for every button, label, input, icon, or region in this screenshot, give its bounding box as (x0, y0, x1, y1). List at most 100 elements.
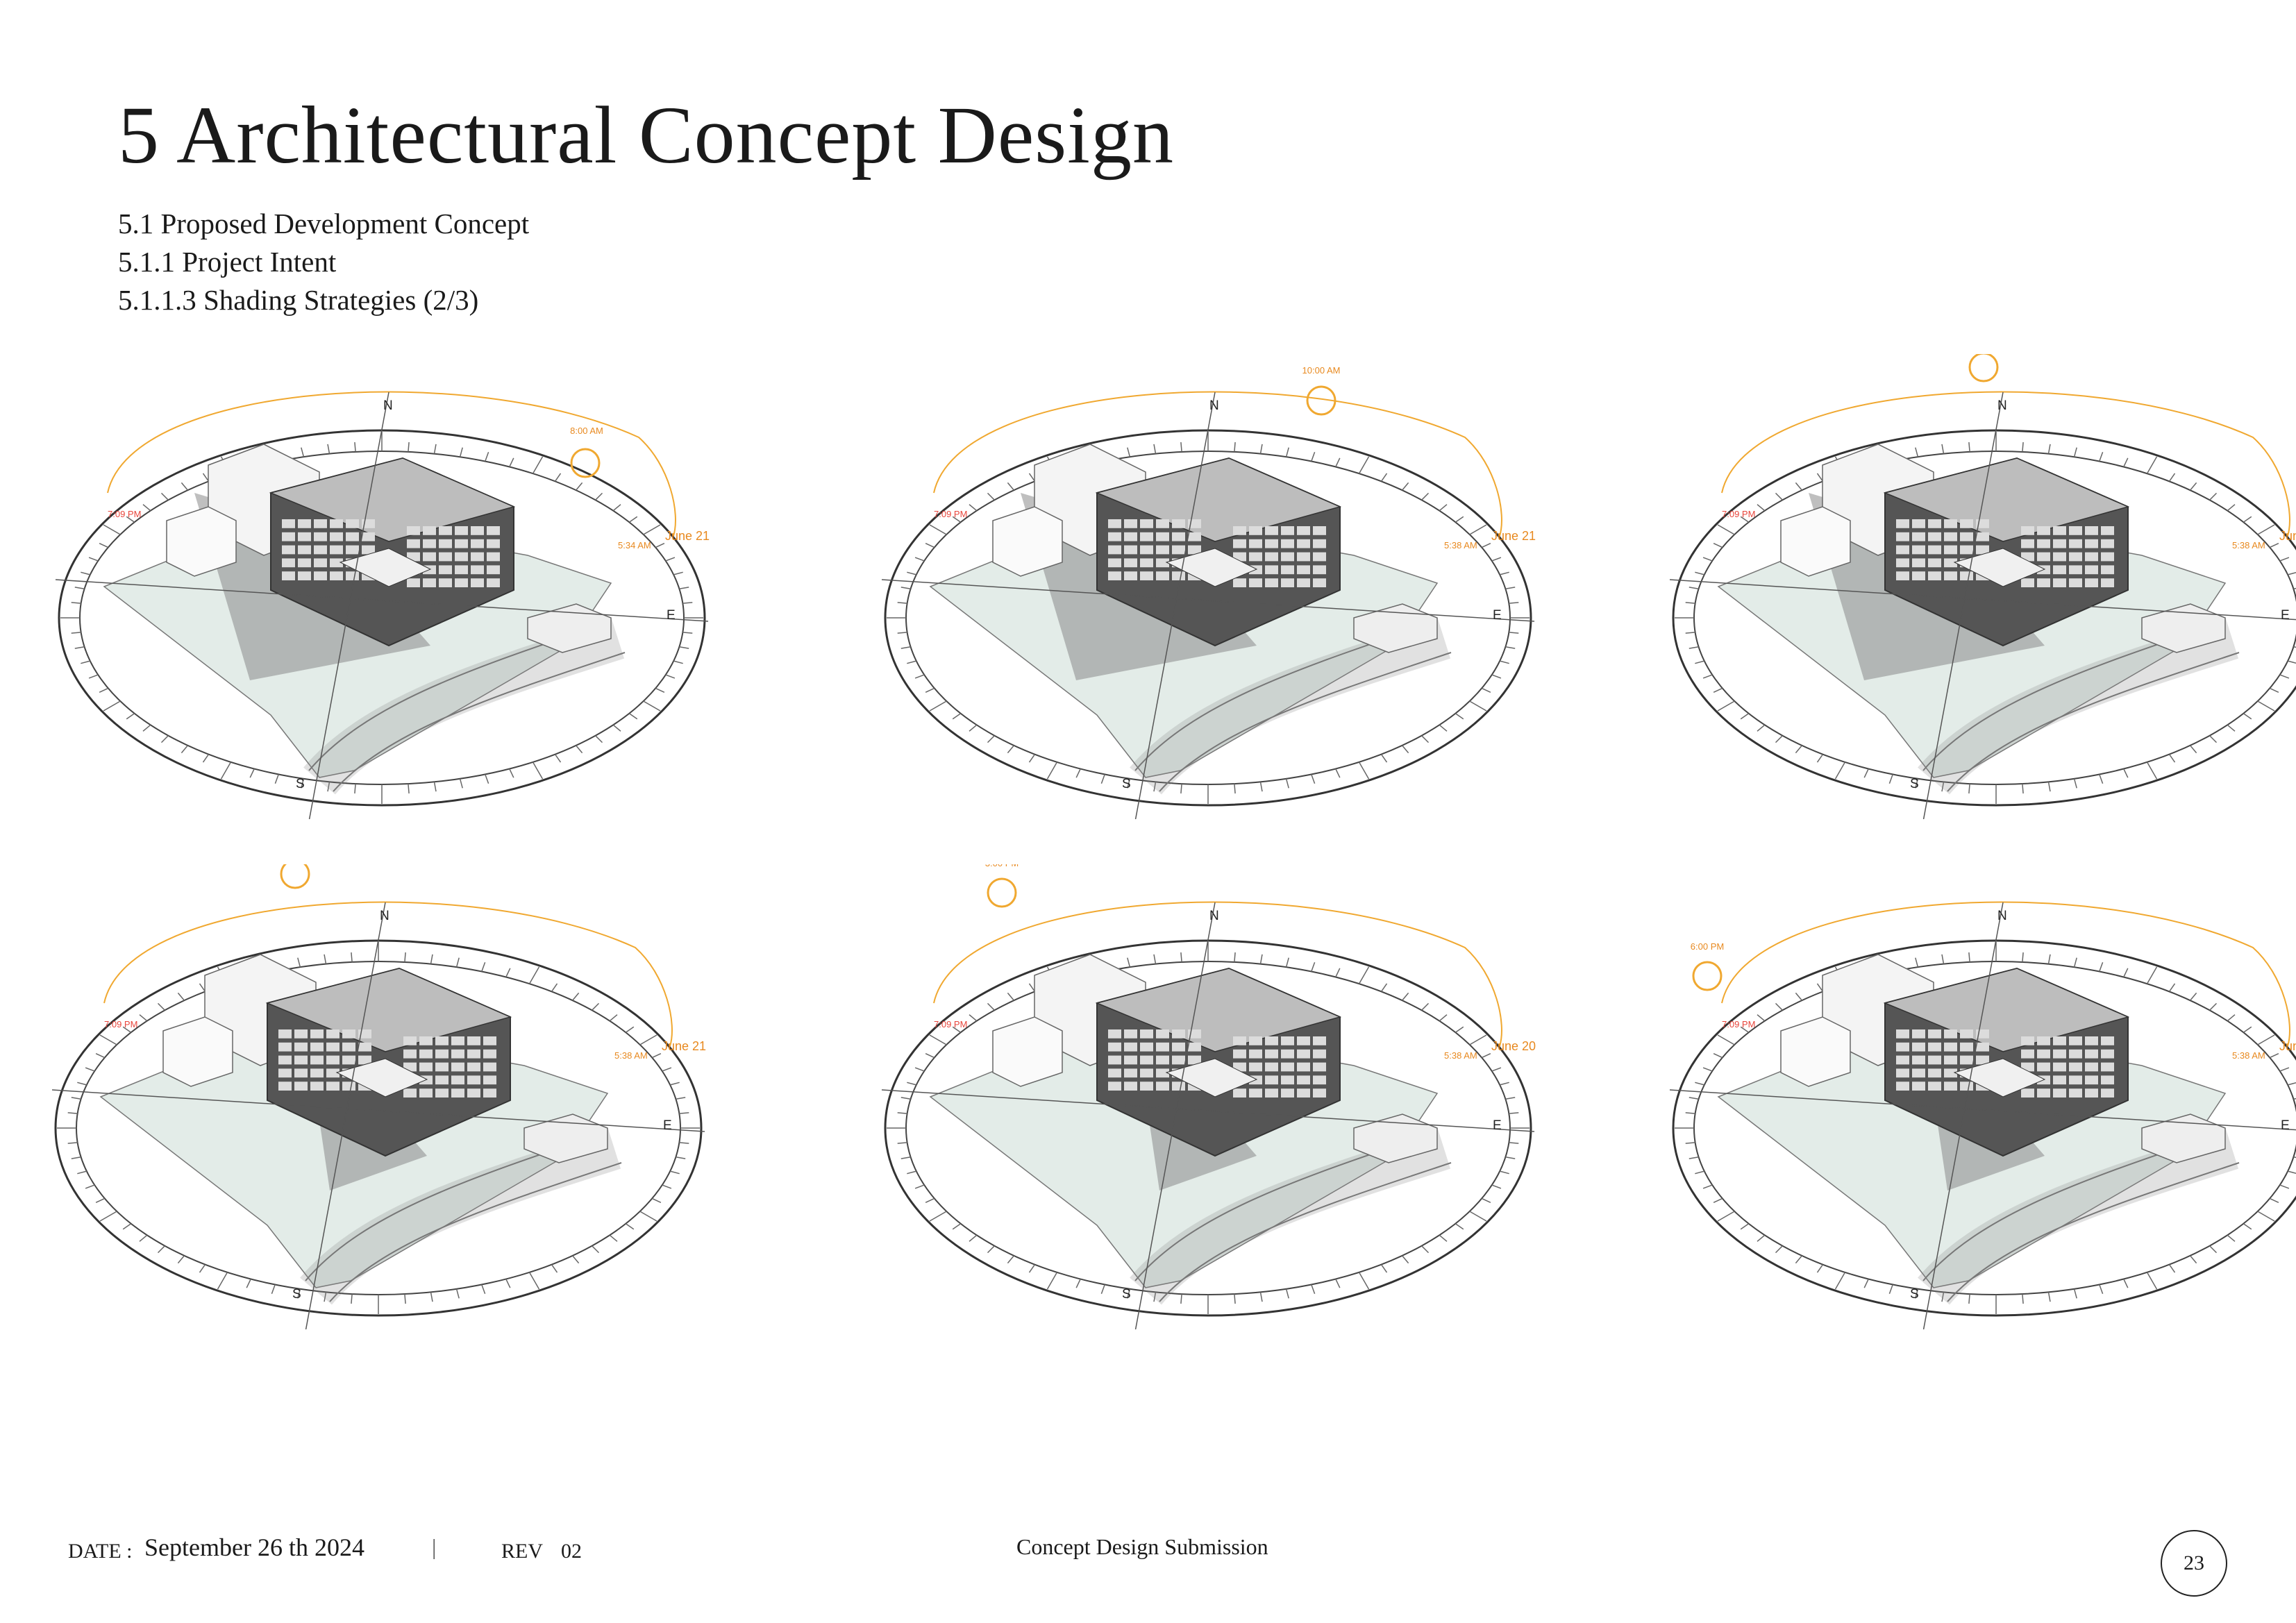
main-building (1095, 457, 1342, 647)
sun-path-arc (1721, 901, 2290, 1047)
road-edge-2 (1947, 652, 2240, 792)
compass-ticks (887, 432, 1530, 804)
section-headings: 5.1 Proposed Development Concept 5.1.1 P… (118, 205, 529, 319)
time-label: 10:00 AM (1302, 365, 1341, 376)
time-label: 6:00 PM (1691, 941, 1724, 952)
north-south-axis (1922, 392, 2004, 819)
sun-icon (570, 448, 601, 478)
north-south-axis (1134, 902, 1216, 1329)
east-label: E (2281, 608, 2290, 623)
sun-icon (1306, 385, 1336, 416)
compass-ticks (57, 942, 700, 1314)
road-band (300, 1129, 621, 1305)
small-building (1353, 1113, 1438, 1163)
date-label: June 21 (2279, 1039, 2296, 1053)
road-edge-2 (333, 652, 626, 792)
east-label: E (667, 608, 676, 623)
page-number-badge: 23 (2161, 1530, 2227, 1597)
subsubsection-heading: 5.1.1.3 Shading Strategies (2/3) (118, 284, 479, 316)
north-label: N (1209, 398, 1219, 413)
north-south-axis (1134, 392, 1216, 819)
sunset-label: 7:09 PM (108, 509, 141, 519)
sun-path-arc (933, 391, 1502, 537)
small-building (2141, 1113, 2226, 1163)
small-building (2141, 603, 2226, 653)
sun-path-arc (107, 391, 676, 537)
small-building (523, 1113, 608, 1163)
south-label: S (296, 777, 305, 791)
north-south-axis (1922, 902, 2004, 1329)
footer-rev-number: 02 (561, 1540, 582, 1563)
sun-icon (987, 877, 1017, 908)
east-west-axis (881, 1089, 1535, 1132)
south-label: S (1910, 1287, 1919, 1302)
section-heading: 5.1 Proposed Development Concept (118, 208, 530, 239)
road-edge-2 (1947, 1162, 2240, 1302)
sunrise-label: 5:38 AM (1444, 1050, 1477, 1061)
date-label: June 20 (1491, 1039, 1536, 1053)
south-label: S (1122, 1287, 1131, 1302)
footer-date-label: DATE : (68, 1540, 133, 1563)
page-number: 23 (2184, 1551, 2204, 1574)
east-label: E (1493, 608, 1502, 623)
east-west-axis (55, 579, 709, 622)
time-label: 8:00 AM (570, 426, 603, 436)
sun-icon (1692, 961, 1723, 991)
sun-path-arc (1721, 391, 2290, 537)
neighbor-building-2 (166, 506, 237, 577)
main-building (1883, 967, 2130, 1157)
north-label: N (1997, 909, 2007, 923)
neighbor-building-2 (992, 1016, 1063, 1087)
road-edge-2 (329, 1162, 622, 1302)
sunrise-label: 5:38 AM (1444, 540, 1477, 550)
sun-icon (1968, 354, 1999, 382)
date-label: June 21 (1491, 529, 1536, 543)
sunrise-label: 5:38 AM (614, 1050, 648, 1061)
south-label: S (292, 1287, 301, 1302)
north-label: N (1997, 398, 2007, 413)
date-label: June 21 (662, 1039, 706, 1053)
road-band (1918, 619, 2239, 795)
north-label: N (383, 398, 393, 413)
sunset-label: 7:09 PM (1722, 509, 1755, 519)
sun-icon (280, 864, 310, 889)
compass-ticks (60, 432, 703, 804)
north-label: N (380, 909, 389, 923)
east-west-axis (1669, 579, 2296, 621)
road-band (303, 619, 625, 795)
sunset-label: 7:09 PM (934, 509, 967, 519)
neighbor-building-2 (1780, 506, 1851, 577)
sunrise-label: 5:38 AM (2232, 1050, 2265, 1061)
footer-submission-title: Concept Design Submission (1016, 1534, 1268, 1559)
small-building (1353, 603, 1438, 653)
neighbor-building-2 (162, 1016, 233, 1087)
compass-ticks (887, 942, 1530, 1314)
sunrise-label: 5:34 AM (618, 540, 651, 550)
date-label: June 21 (2279, 529, 2296, 543)
neighbor-building-2 (1780, 1016, 1851, 1087)
south-label: S (1910, 777, 1919, 791)
road-edge-2 (1159, 1162, 1452, 1302)
main-building (269, 457, 516, 647)
road-edge-2 (1159, 652, 1452, 792)
main-building (265, 967, 512, 1157)
footer-rev-label: REV (501, 1540, 543, 1563)
sunset-label: 7:09 PM (104, 1019, 137, 1029)
sunrise-label: 5:38 AM (2232, 540, 2265, 550)
east-label: E (2281, 1118, 2290, 1133)
main-building (1095, 967, 1342, 1157)
east-west-axis (881, 579, 1535, 622)
road-band (1918, 1129, 2239, 1305)
small-building (527, 603, 612, 653)
sunset-label: 7:09 PM (1722, 1019, 1755, 1029)
east-label: E (1493, 1118, 1502, 1133)
footer-date: September 26 th 2024 (144, 1533, 364, 1561)
road-band (1130, 619, 1451, 795)
compass-ticks (1675, 942, 2296, 1314)
